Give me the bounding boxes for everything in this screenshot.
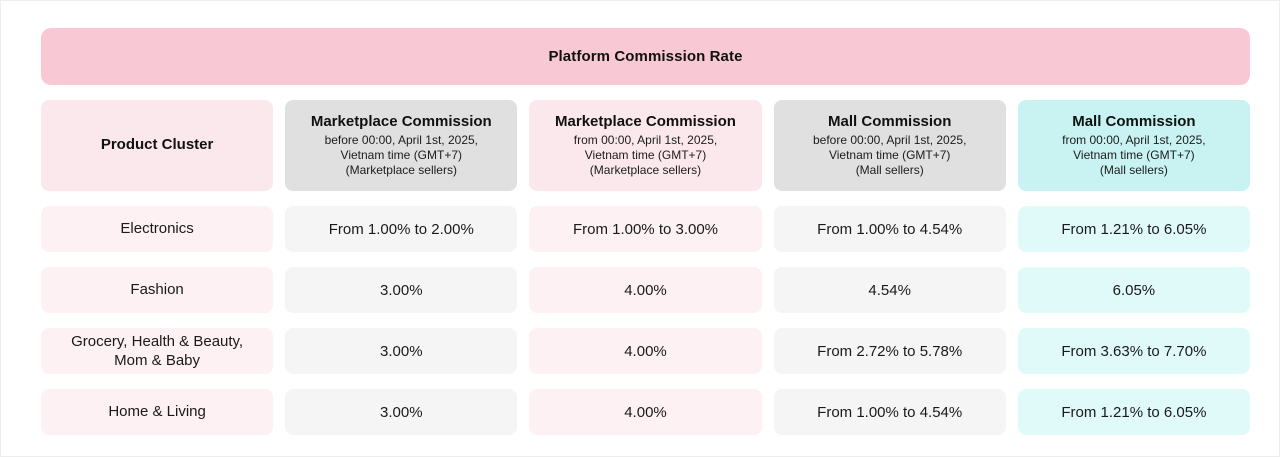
column-title: Mall Commission	[1072, 113, 1196, 131]
column-subtitle-line: before 00:00, April 1st, 2025,	[324, 132, 479, 147]
column-subtitle-line: Vietnam time (GMT+7)	[584, 147, 707, 162]
rate-cell: 4.00%	[529, 389, 762, 435]
table-row-electronics: Electronics From 1.00% to 2.00% From 1.0…	[41, 206, 1250, 252]
header-row: Product Cluster Marketplace Commission b…	[41, 100, 1250, 191]
rate-cell: 6.05%	[1017, 267, 1250, 313]
column-title: Mall Commission	[828, 113, 952, 131]
rate-cell: 3.00%	[285, 328, 518, 374]
rate-cell: From 3.63% to 7.70%	[1017, 328, 1250, 374]
cluster-cell: Home & Living	[41, 389, 274, 435]
column-title: Marketplace Commission	[310, 113, 492, 131]
header-cell-marketplace-after: Marketplace Commission from 00:00, April…	[529, 100, 762, 191]
column-subtitle-line: (Marketplace sellers)	[589, 163, 702, 178]
rate-cell: 3.00%	[285, 389, 518, 435]
rate-cell: From 1.00% to 4.54%	[773, 206, 1006, 252]
rate-cell: From 1.00% to 4.54%	[773, 389, 1006, 435]
header-cell-mall-before: Mall Commission before 00:00, April 1st,…	[773, 100, 1006, 191]
column-subtitle-line: Vietnam time (GMT+7)	[1073, 147, 1195, 162]
column-subtitle-line: (Mall sellers)	[855, 163, 924, 178]
table-title: Platform Commission Rate	[548, 48, 743, 65]
table-row-grocery-health-beauty-mom-baby: Grocery, Health & Beauty, Mom & Baby 3.0…	[41, 328, 1250, 374]
column-subtitle-line: from 00:00, April 1st, 2025,	[573, 132, 718, 147]
cluster-cell: Fashion	[41, 267, 274, 313]
column-subtitle-line: before 00:00, April 1st, 2025,	[812, 132, 967, 147]
rate-cell: From 2.72% to 5.78%	[773, 328, 1006, 374]
cluster-cell: Electronics	[41, 206, 274, 252]
column-subtitle-line: Vietnam time (GMT+7)	[340, 147, 463, 162]
column-subtitle-line: Vietnam time (GMT+7)	[828, 147, 951, 162]
column-subtitle-line: (Marketplace sellers)	[345, 163, 457, 178]
rate-cell: 4.00%	[529, 328, 762, 374]
rate-cell: From 1.21% to 6.05%	[1017, 389, 1250, 435]
header-cell-product-cluster: Product Cluster	[41, 100, 274, 191]
rate-cell: From 1.00% to 2.00%	[285, 206, 518, 252]
column-subtitle-line: (Mall sellers)	[1099, 163, 1168, 178]
table-row-home-living: Home & Living 3.00% 4.00% From 1.00% to …	[41, 389, 1250, 435]
header-cell-marketplace-before: Marketplace Commission before 00:00, Apr…	[285, 100, 518, 191]
cluster-cell: Grocery, Health & Beauty, Mom & Baby	[41, 328, 274, 374]
rate-cell: 4.00%	[529, 267, 762, 313]
table-title-banner: Platform Commission Rate	[41, 28, 1250, 85]
rate-cell: From 1.21% to 6.05%	[1017, 206, 1250, 252]
column-subtitle-line: from 00:00, April 1st, 2025,	[1062, 132, 1206, 147]
rate-cell: From 1.00% to 3.00%	[529, 206, 762, 252]
rate-cell: 4.54%	[773, 267, 1006, 313]
rate-cell: 3.00%	[285, 267, 518, 313]
column-title: Product Cluster	[100, 136, 214, 154]
table-row-fashion: Fashion 3.00% 4.00% 4.54% 6.05%	[41, 267, 1250, 313]
header-cell-mall-after: Mall Commission from 00:00, April 1st, 2…	[1017, 100, 1250, 191]
column-title: Marketplace Commission	[555, 113, 736, 131]
